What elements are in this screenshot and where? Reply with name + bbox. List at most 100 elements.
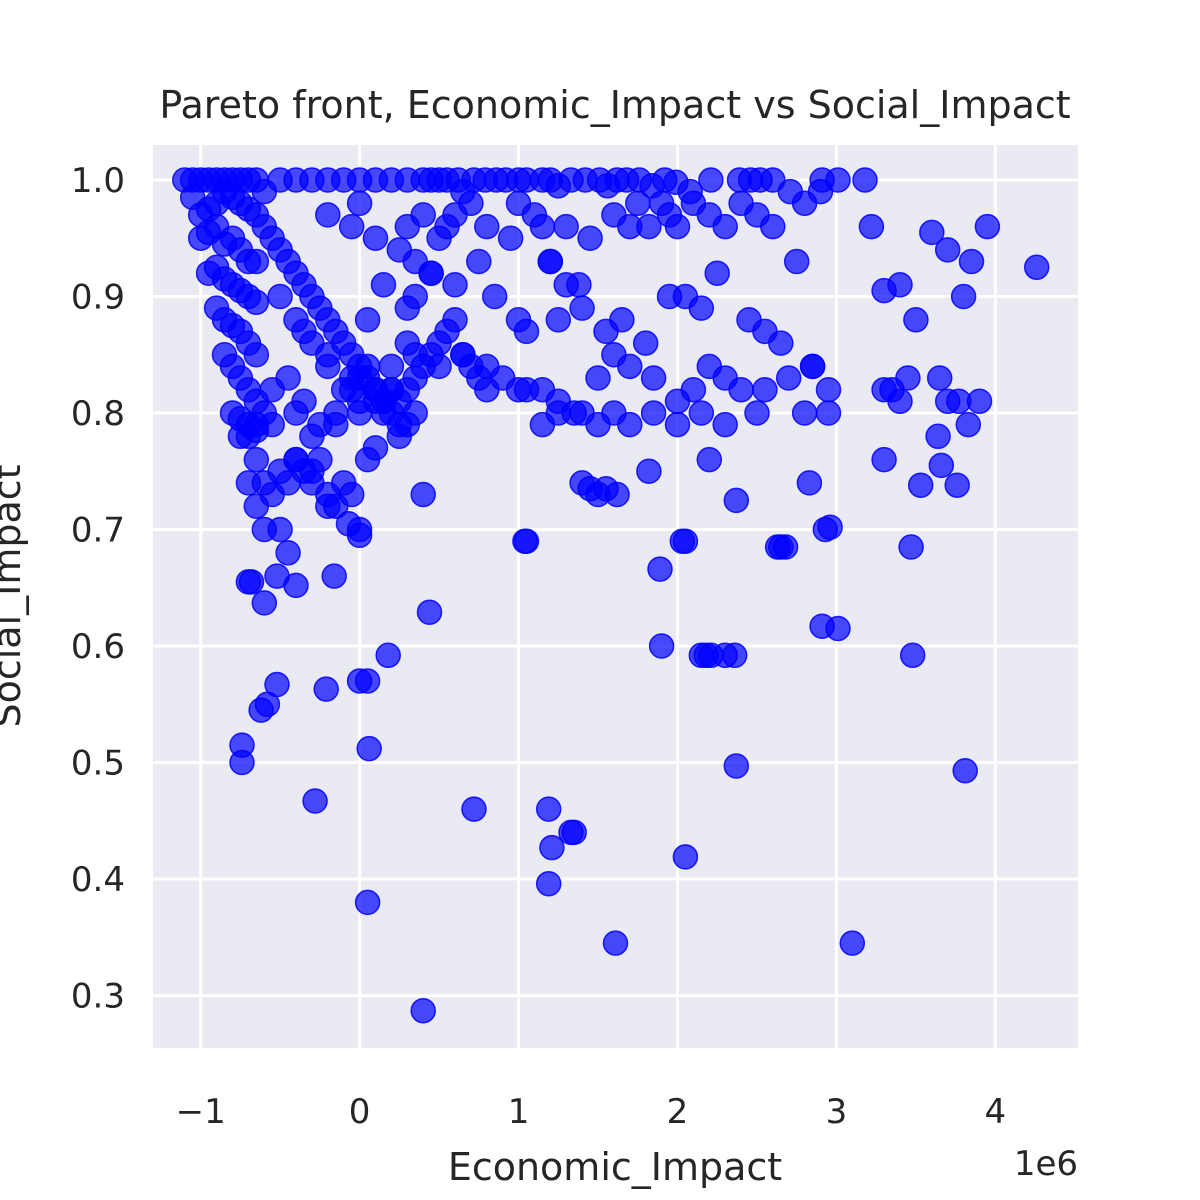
data-point [512, 528, 538, 554]
data-point [346, 365, 373, 391]
y-tick-label: 0.3 [71, 977, 125, 1017]
data-point [354, 889, 381, 916]
chart-title: Pareto front, Economic_Impact vs Social_… [159, 83, 1070, 127]
data-point [561, 400, 587, 426]
y-tick-labels: 0.3 0.4 0.5 0.6 0.7 0.8 0.9 1.0 [71, 161, 125, 1017]
y-axis-label: Social_Impact [0, 464, 29, 727]
x-tick-label: 3 [826, 1092, 848, 1132]
data-point [952, 757, 978, 784]
data-point [346, 522, 373, 549]
data-point [267, 283, 293, 310]
data-point [442, 307, 468, 333]
data-point [370, 272, 397, 298]
data-point [617, 411, 643, 438]
data-point [688, 400, 715, 426]
y-tick-label: 0.5 [71, 744, 125, 784]
data-point [535, 870, 562, 897]
data-point [966, 388, 993, 415]
data-point [354, 307, 381, 333]
data-point [887, 272, 913, 298]
data-point [928, 452, 955, 479]
data-point [744, 400, 770, 426]
data-point [513, 318, 540, 345]
data-point [378, 353, 405, 380]
data-point [356, 735, 382, 762]
data-point [958, 248, 985, 275]
x-tick-label: 1 [508, 1092, 530, 1132]
data-point [513, 376, 540, 403]
data-point [752, 376, 778, 403]
data-point [474, 213, 500, 240]
data-point [648, 633, 675, 659]
data-point [323, 411, 349, 438]
data-point [535, 796, 562, 822]
data-point [302, 788, 328, 814]
data-point [907, 472, 934, 498]
data-point [944, 472, 970, 498]
data-point [895, 365, 921, 391]
data-point [728, 376, 754, 403]
data-point [974, 213, 1001, 240]
data-point [768, 534, 794, 560]
data-point [243, 289, 270, 316]
data-point [704, 260, 730, 286]
data-point [815, 376, 842, 403]
x-tick-label: 4 [985, 1092, 1007, 1132]
data-point [636, 213, 662, 240]
data-point [529, 213, 556, 240]
x-axis-label: Economic_Impact [448, 1145, 782, 1189]
y-tick-label: 0.7 [71, 511, 125, 551]
data-point [259, 481, 285, 508]
data-point [919, 219, 945, 246]
data-point [243, 248, 270, 275]
data-point [410, 481, 436, 508]
data-point [585, 365, 611, 391]
data-point [783, 248, 810, 275]
data-point [362, 435, 389, 461]
data-point [799, 353, 826, 380]
data-point [903, 307, 929, 333]
data-point [672, 844, 699, 870]
data-point [458, 190, 484, 217]
data-point [291, 318, 317, 345]
y-tick-label: 0.4 [71, 860, 125, 900]
data-point [545, 307, 572, 333]
data-point [497, 225, 524, 251]
data-point [899, 642, 926, 669]
data-point [647, 556, 673, 582]
data-point [926, 365, 953, 391]
data-point [664, 411, 691, 438]
data-point [418, 260, 444, 286]
data-point [243, 341, 270, 368]
data-point [760, 167, 786, 193]
data-point [426, 353, 452, 380]
data-point [825, 615, 851, 642]
data-point [723, 487, 750, 514]
data-point [768, 330, 794, 356]
data-point [402, 283, 428, 310]
data-point [817, 514, 843, 540]
data-point [539, 834, 565, 861]
data-point [378, 376, 405, 403]
data-point [299, 423, 325, 450]
data-point [950, 283, 977, 310]
data-point [553, 213, 579, 240]
data-point [602, 930, 629, 956]
data-point [362, 225, 389, 251]
data-point [553, 272, 579, 298]
y-tick-label: 1.0 [71, 161, 125, 201]
data-point [402, 341, 428, 368]
data-point [466, 248, 492, 275]
data-point [251, 590, 278, 616]
data-point [839, 930, 866, 956]
data-point [313, 676, 339, 702]
data-point [955, 411, 982, 438]
data-point [386, 423, 413, 450]
data-point [617, 353, 643, 380]
data-point [264, 671, 290, 698]
data-point [461, 796, 487, 822]
data-point [680, 376, 707, 403]
data-point [375, 642, 401, 669]
data-point [664, 213, 691, 240]
